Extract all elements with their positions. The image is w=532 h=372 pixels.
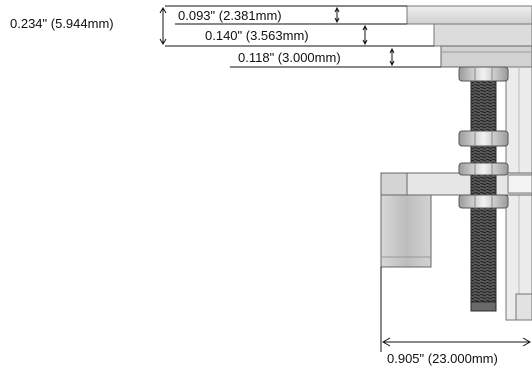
third-layer-dimension [230,47,441,68]
top-plate-dimension [175,6,407,25]
middle-nut [458,130,509,147]
bracket-nut-upper [458,162,509,176]
plate-stack [406,5,532,68]
offset-width-label: 0.905" (23.000mm) [387,351,498,366]
total-stack-label: 0.234" (5.944mm) [10,16,114,31]
bracket-arm [380,172,532,196]
top-plate [406,5,532,25]
second-layer-dimension [362,24,368,46]
second-layer-label: 0.140" (3.563mm) [205,28,309,43]
top-plate-label: 0.093" (2.381mm) [178,8,282,23]
third-layer-label: 0.118" (3.000mm) [238,50,341,65]
top-nut [458,66,509,82]
hanging-block [380,194,432,268]
offset-width-dimension [380,267,532,352]
bracket-nut-lower [458,194,509,209]
second-plate [433,23,532,47]
third-plate [440,45,532,68]
total-stack-dimension [159,5,434,47]
threaded-rod [470,71,497,312]
